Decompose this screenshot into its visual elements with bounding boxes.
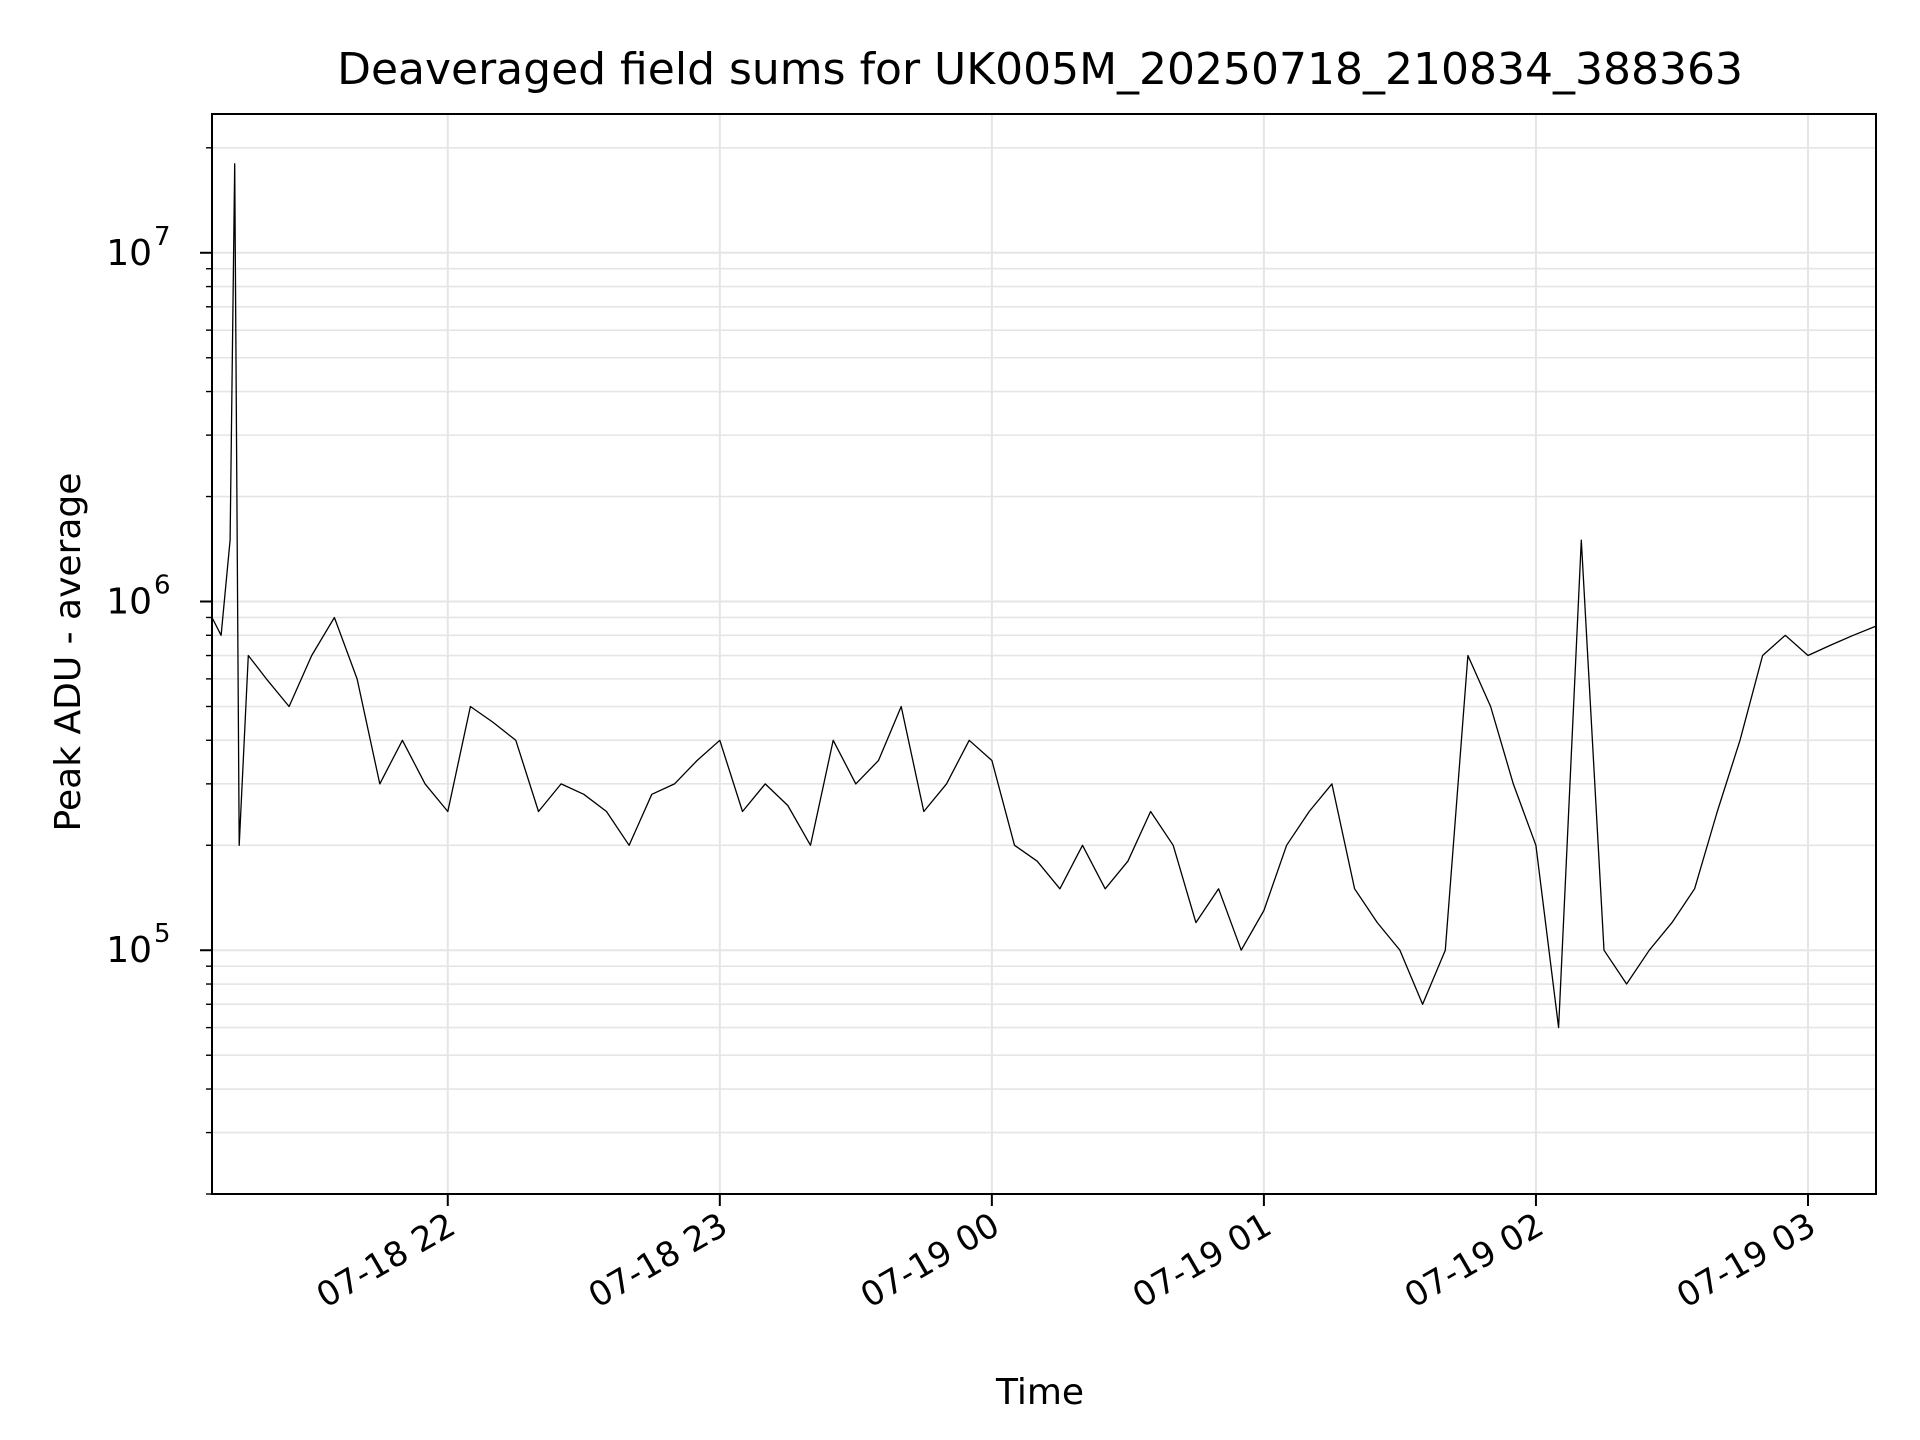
axes-frame <box>211 113 1877 1195</box>
grid <box>212 114 1876 1195</box>
y-tick-label: 10 <box>106 930 152 971</box>
chart-title: Deaveraged field sums for UK005M_2025071… <box>337 44 1743 95</box>
y-tick-exponent: 6 <box>154 571 171 601</box>
y-axis-label: Peak ADU - average <box>48 473 89 832</box>
y-tick-label: 10 <box>106 582 152 623</box>
series-line <box>211 163 1877 1029</box>
y-tick-label: 10 <box>106 233 152 274</box>
y-tick-exponent: 7 <box>154 222 171 252</box>
x-axis-label: Time <box>995 1372 1084 1413</box>
plot-area <box>211 163 1877 1029</box>
y-tick-exponent: 5 <box>154 919 171 949</box>
